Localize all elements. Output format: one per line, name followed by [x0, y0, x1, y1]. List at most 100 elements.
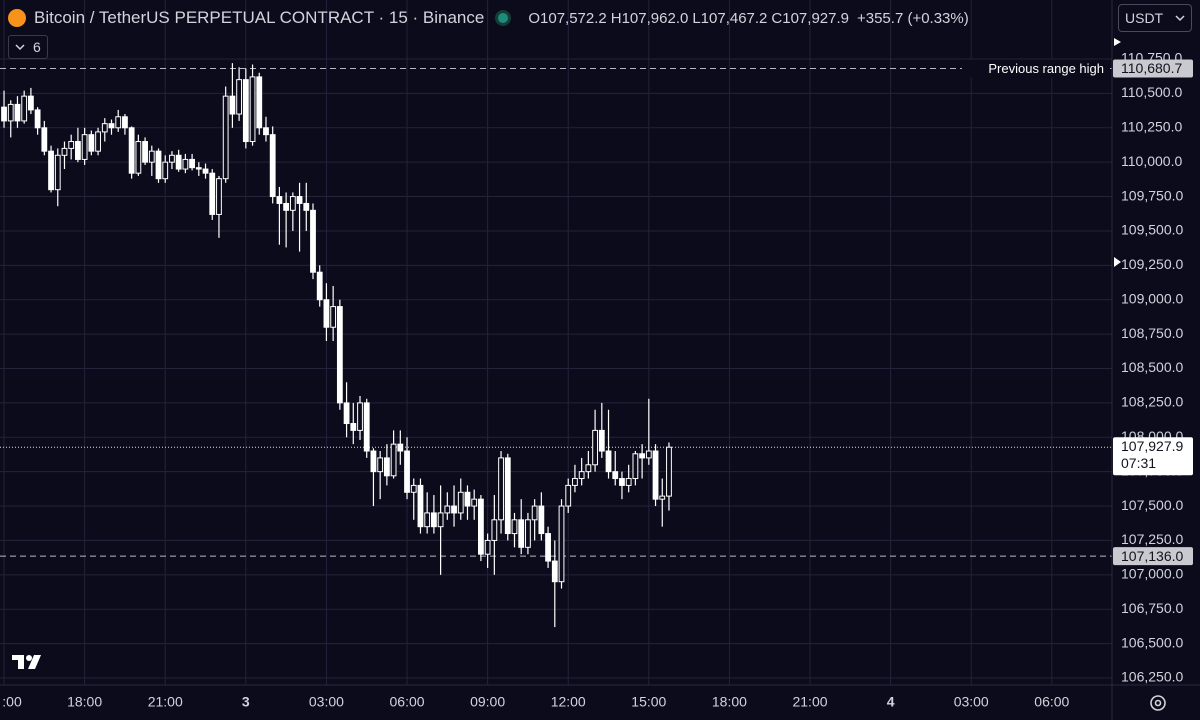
y-tick-label: 109,250.0 — [1121, 256, 1183, 272]
currency-select[interactable]: USDT — [1118, 4, 1192, 32]
symbol-header: Bitcoin / TetherUS PERPETUAL CONTRACT · … — [8, 6, 969, 30]
x-tick-label: 06:00 — [1034, 694, 1069, 710]
candle-body — [444, 505, 451, 514]
candle-body — [75, 141, 81, 160]
symbol-title[interactable]: Bitcoin / TetherUS PERPETUAL CONTRACT · … — [34, 8, 485, 27]
y-tick-label: 106,500.0 — [1121, 634, 1183, 650]
candle-body — [68, 141, 75, 149]
price-label: 107,136.0 — [1121, 548, 1183, 564]
candle-body — [612, 471, 619, 480]
y-tick-label: 107,000.0 — [1121, 566, 1183, 582]
chevron — [1175, 14, 1185, 21]
candle-body — [545, 533, 551, 562]
last-price-label: 107,927.9 — [1121, 438, 1183, 454]
candle-body — [498, 457, 504, 521]
candle-body — [592, 429, 598, 466]
x-tick-label: 4 — [887, 694, 895, 710]
x-tick-label: 06:00 — [390, 694, 425, 710]
candle-body — [189, 158, 195, 169]
y-tick-label: 108,750.0 — [1121, 325, 1183, 341]
coin-icon — [8, 9, 26, 27]
candle-body — [41, 127, 48, 152]
line-label: Previous range high — [988, 61, 1104, 76]
candle-body — [639, 453, 646, 459]
candle-body — [572, 478, 578, 486]
candle-body — [263, 127, 269, 136]
chevron — [15, 43, 25, 50]
candle-body — [652, 450, 659, 500]
tv-logo — [12, 655, 41, 669]
settings-icon[interactable] — [1150, 695, 1166, 711]
candle-body — [464, 491, 471, 507]
candle-body — [14, 103, 21, 122]
candle-body — [61, 147, 68, 156]
candle-body — [249, 76, 256, 143]
candle-body — [155, 150, 162, 180]
y-tick-label: 108,250.0 — [1121, 394, 1183, 410]
candle-body — [336, 306, 343, 404]
candle-body — [578, 471, 585, 480]
candle-body — [330, 306, 337, 328]
candle-body — [538, 505, 545, 535]
line-label-bg — [962, 59, 1108, 78]
candle-body — [202, 168, 209, 174]
candle-body — [437, 512, 444, 528]
candle-body — [551, 560, 558, 583]
candle-body — [504, 457, 511, 535]
candle-body — [101, 123, 108, 133]
candle-body — [491, 519, 498, 541]
y-tick-label: 110,000.0 — [1121, 153, 1182, 169]
x-tick-label: 09:00 — [470, 694, 505, 710]
y-tick-label: 107,500.0 — [1121, 497, 1183, 513]
ohlc-value: 107,572.2 — [540, 9, 607, 27]
candle-body — [451, 505, 457, 514]
x-tick-label: 12:00 — [551, 694, 586, 710]
x-tick-label: 21:00 — [792, 694, 827, 710]
candle-body — [276, 196, 283, 204]
candle-body — [383, 457, 390, 477]
candle-body — [162, 161, 169, 180]
candle-body — [525, 519, 531, 548]
indicator-count: 6 — [33, 39, 41, 55]
x-tick-label: 15:00 — [631, 694, 666, 710]
candle-body — [558, 505, 565, 583]
candle-body — [169, 154, 175, 163]
candle-body — [34, 109, 41, 129]
last-price-bg — [1113, 437, 1193, 476]
candle-body — [390, 443, 397, 477]
ohlc-value: 107,927.9 — [782, 9, 849, 27]
candle-body — [457, 491, 464, 514]
ohlc-legend: O 107,572.2 H 107,962.0 L 107,467.2 C 107,927.9 — [524, 10, 849, 27]
candle-body — [135, 141, 142, 174]
candle-body — [88, 134, 95, 152]
candle-body — [122, 116, 128, 129]
indicators-toggle[interactable]: 6 — [8, 35, 48, 59]
candle-body — [142, 141, 148, 163]
ohlc-key: L — [692, 9, 701, 27]
market-status — [498, 13, 509, 23]
currency: USDT — [1125, 10, 1164, 26]
candle-body — [316, 271, 323, 301]
candle-body — [377, 457, 384, 473]
x-tick-label: 3 — [242, 694, 250, 710]
candle-body — [323, 299, 330, 328]
candle-body — [195, 167, 202, 170]
candle-body — [430, 512, 437, 528]
candle-body — [175, 154, 182, 170]
candle-body — [598, 429, 605, 452]
candle-body — [209, 172, 216, 215]
y-tick-label: 109,500.0 — [1121, 222, 1183, 238]
candle-body — [296, 196, 303, 204]
candle-body — [424, 512, 431, 528]
scroll-marker — [1114, 257, 1121, 267]
candle-body — [256, 76, 263, 129]
ohlc-key: C — [771, 9, 783, 27]
y-tick-label: 109,750.0 — [1121, 187, 1183, 203]
y-tick-label: 110,500.0 — [1121, 84, 1182, 100]
y-tick-label: 107,250.0 — [1121, 531, 1183, 547]
x-tick-label: 03:00 — [309, 694, 344, 710]
